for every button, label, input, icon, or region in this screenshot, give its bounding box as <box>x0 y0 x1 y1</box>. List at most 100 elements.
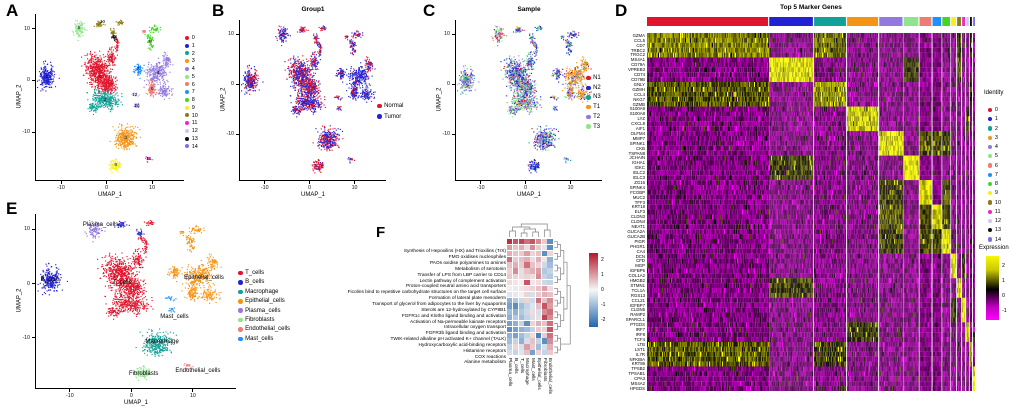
pathway-row-label-wrap: Hydroxycarboxylic acid-binding receptors <box>200 333 506 351</box>
identity-legend-title: Identity <box>984 90 1004 96</box>
pathway-row-label-wrap: FMO oxidises nucleophiles <box>200 245 506 263</box>
pathway-row-label: FGFR3b ligand binding and activation <box>425 331 506 337</box>
legend-d-identity-label: 8 <box>994 181 998 187</box>
legend-a-cluster-label: 6 <box>191 81 195 88</box>
pathway-cell <box>541 285 547 292</box>
pathway-col-label: T_cells <box>518 358 524 374</box>
pathway-cell <box>524 350 530 356</box>
pathway-cell <box>512 303 519 309</box>
pathway-cell <box>530 297 536 303</box>
pathway-cell <box>541 338 547 344</box>
pathway-row-label-wrap: Metabolism of serotonin <box>200 257 506 275</box>
gene-label: IGKC <box>634 165 645 171</box>
legend-c-sample-label: N2 <box>593 84 601 91</box>
pathway-row-label: Transfer of LPS from LBP carrier to CD14 <box>417 272 506 278</box>
gene-label: CD79B <box>631 76 645 82</box>
pathway-cell <box>507 338 513 344</box>
pathway-row-label-wrap: Formation of lateral plate mesoderm <box>200 286 506 304</box>
gene-label: AIF1 <box>635 126 645 132</box>
y-axis-line-E <box>35 214 36 389</box>
gene-label: KRT86 <box>631 361 645 367</box>
pathway-cell <box>512 344 519 350</box>
pathway-cell <box>541 250 547 257</box>
legend-e-celltype-label: Epithelial_cells <box>245 298 285 305</box>
pathway-cell <box>541 279 547 286</box>
pathway-cell <box>530 239 536 245</box>
legend-d-identity-label: 10 <box>994 199 1002 206</box>
gene-label: SPINK4 <box>629 184 645 190</box>
legend-a-cluster-label: 9 <box>191 104 195 111</box>
gene-label: RGS13 <box>630 292 645 298</box>
pathway-cell <box>541 315 547 321</box>
pathway-row-label-wrap: TWIK-related alkaline pH activated K+ ch… <box>200 327 507 345</box>
pathway-cell <box>530 350 536 356</box>
gene-label: GZMH <box>632 86 645 92</box>
pathway-cell <box>518 279 524 286</box>
pathway-cell <box>512 291 519 297</box>
cluster-number-label: 0 <box>99 74 102 80</box>
pathway-col-label: Macrophage <box>524 358 530 385</box>
pathway-cell <box>541 326 547 333</box>
pathway-cell <box>535 315 542 321</box>
y-tick-A <box>32 79 35 81</box>
gene-label: ZG16 <box>634 179 645 185</box>
cluster-number-label: 6 <box>150 86 154 92</box>
gene-label: TRBC2 <box>630 47 645 53</box>
pathway-cell <box>524 256 530 262</box>
gene-label: GZMA <box>632 32 645 38</box>
legend-e-celltype-label: Fibroblasts <box>245 317 275 323</box>
pathway-cell <box>547 303 553 309</box>
pathway-cell <box>535 338 542 344</box>
legend-d-identity-label: 14 <box>994 236 1002 243</box>
pathway-cell <box>524 274 530 280</box>
pathway-cell <box>507 262 513 268</box>
pathway-cell <box>524 303 530 309</box>
pathway-cell <box>518 338 524 344</box>
pathway-cell <box>530 309 536 315</box>
gene-label: NFKBIA <box>629 356 645 362</box>
y-tick-B <box>236 33 239 35</box>
celltype-label: Fibroblasts <box>129 370 159 377</box>
pathway-cell <box>518 268 524 274</box>
x-tick-label-A: 0 <box>105 185 109 191</box>
gene-label: KRT18 <box>631 204 645 210</box>
legend-d-identity-dot <box>988 154 993 159</box>
pathway-row-label: Alanine metabolism <box>464 360 506 366</box>
y-axis-line-B <box>239 20 240 181</box>
panel-label-b: B <box>212 1 225 20</box>
x-tick-E <box>69 389 71 392</box>
legend-a-cluster-dot <box>185 74 190 79</box>
legend-b-group-label: Normal <box>384 103 404 109</box>
pathway-cell <box>507 244 513 251</box>
pathway-cell <box>541 256 547 262</box>
gene-label: CPA3 <box>634 376 645 382</box>
x-axis-line-A <box>35 180 184 181</box>
legend-d-identity-dot <box>988 107 993 113</box>
legend-a-cluster-dot <box>185 35 190 40</box>
pathway-row-label-wrap: Transfer of LPS from LBP carrier to CD14 <box>200 263 506 281</box>
pathway-cell <box>541 239 547 245</box>
pathway-cell <box>524 320 530 327</box>
pathway-cell <box>547 250 553 257</box>
y-tick-label-E: -10 <box>22 334 30 341</box>
cluster-number-label: 14 <box>134 104 140 110</box>
pathway-cell <box>507 250 513 257</box>
gene-label: CA4 <box>636 248 645 254</box>
gene-label: CD7 <box>636 42 645 48</box>
x-tick-label-E: 10 <box>189 393 196 399</box>
celltype-label: T_cells <box>112 280 132 287</box>
pathway-cell <box>507 279 513 286</box>
pathway-cell <box>530 262 536 268</box>
pathway-cell <box>535 303 542 309</box>
pathway-cell <box>535 262 542 268</box>
pathway-cell <box>507 350 513 356</box>
pathway-row-label: Lectin pathway of complement activation <box>419 278 506 284</box>
panel-d-title: Top 5 Marker Genes <box>780 4 842 11</box>
legend-e-celltype-label: Endothelial_cells <box>245 326 291 333</box>
gene-label: CCL5 <box>634 37 645 43</box>
pathway-cell <box>530 338 536 344</box>
pathway-cell <box>547 285 553 292</box>
pathway-cell <box>535 344 542 350</box>
pathway-cell <box>535 268 542 274</box>
legend-d-identity-label: 3 <box>994 134 998 141</box>
